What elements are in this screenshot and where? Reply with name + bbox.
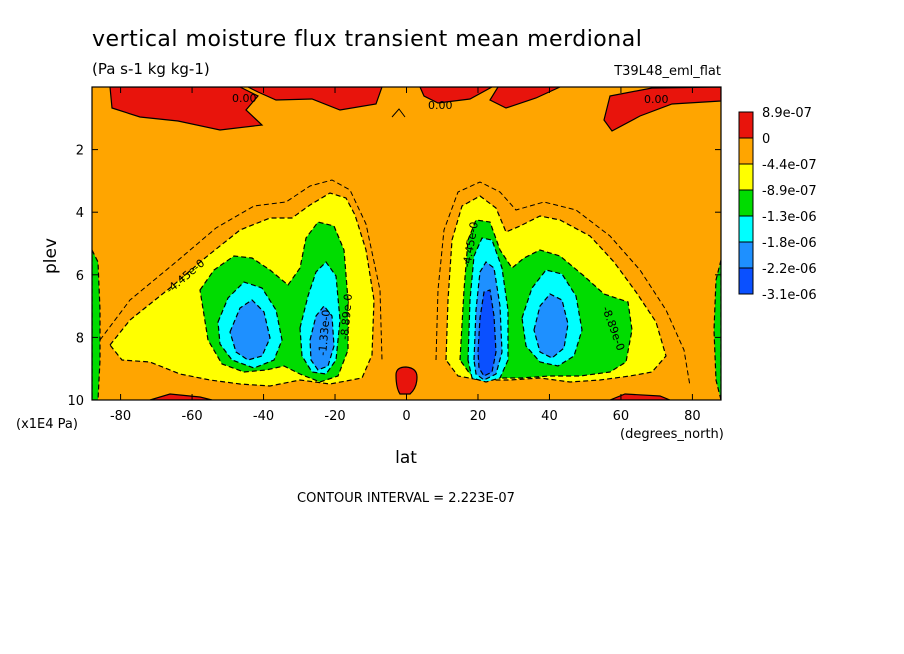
y-axis-ticks: 2 4 6 8 10	[67, 144, 721, 409]
y-tick-label: 8	[76, 331, 84, 346]
x-tick-label: 40	[541, 409, 558, 424]
positive-region-top-mid-left	[247, 87, 383, 111]
neg-region-north-blue-b	[533, 293, 569, 359]
x-axis-ticks: -80 -60 -40 -20 0 20 40 60 80	[110, 87, 701, 424]
plot-area	[92, 87, 721, 400]
neg-region-left-edge	[92, 249, 101, 400]
colorbar-label: -3.1e-06	[762, 288, 817, 303]
positive-region-top-right-a	[489, 87, 561, 109]
x-tick-label: -60	[181, 409, 202, 424]
x-axis-units: (degrees_north)	[620, 427, 724, 442]
y-tick-label: 2	[76, 144, 84, 159]
neg-region-north-deepblue	[477, 289, 497, 377]
x-tick-label: 20	[470, 409, 487, 424]
positive-region-bottom-right	[609, 393, 671, 400]
colorbar-swatch	[738, 111, 754, 139]
x-tick-label: 60	[613, 409, 630, 424]
x-tick-label: -40	[253, 409, 274, 424]
colorbar-label: -8.9e-07	[762, 184, 817, 199]
contour-label: 0.00	[428, 99, 453, 112]
contour-interval-footer: CONTOUR INTERVAL = 2.223E-07	[297, 491, 515, 506]
colorbar-label: 8.9e-07	[762, 106, 812, 121]
contour-line-top-zero	[391, 108, 406, 118]
colorbar-label: 0	[762, 132, 770, 147]
x-axis-title: lat	[395, 448, 417, 468]
positive-region-top-mid	[419, 87, 493, 104]
positive-region-bottom-left	[149, 393, 213, 400]
positive-region-equator	[395, 366, 418, 395]
contour-label: 0.00	[644, 93, 669, 106]
contour-label: -8.89e-0	[338, 293, 355, 340]
contour-line-south-outer	[99, 179, 383, 361]
y-tick-label: 10	[67, 394, 84, 409]
x-tick-label: -80	[110, 409, 131, 424]
colorbar-label: -4.4e-07	[762, 158, 817, 173]
colorbar-label: -2.2e-06	[762, 262, 817, 277]
y-axis-title: plev	[41, 238, 61, 274]
run-label: T39L48_eml_flat	[613, 64, 721, 79]
chart-title: vertical moisture flux transient mean me…	[92, 27, 642, 52]
x-tick-label: 80	[684, 409, 701, 424]
y-tick-label: 4	[76, 206, 84, 221]
x-tick-label: 0	[402, 409, 410, 424]
colorbar-label: -1.3e-06	[762, 210, 817, 225]
colorbar-swatch	[738, 189, 754, 217]
colorbar-label: -1.8e-06	[762, 236, 817, 251]
neg-region-south-blue-a	[229, 299, 271, 361]
contour-label: -1.33e-0	[316, 309, 333, 356]
y-tick-label: 6	[76, 269, 84, 284]
colorbar-swatch	[738, 241, 754, 269]
colorbar: 8.9e-07 0 -4.4e-07 -8.9e-07 -1.3e-06 -1.8e-06…	[738, 106, 817, 303]
positive-region-top-left	[109, 87, 264, 131]
units-label: (Pa s-1 kg kg-1)	[92, 60, 210, 78]
contour-line-north-outer	[435, 181, 691, 387]
colorbar-swatch	[738, 163, 754, 191]
colorbar-swatch	[738, 267, 754, 295]
positive-region-top-right-b	[603, 87, 721, 132]
contour-label: 0.00	[232, 92, 257, 105]
colorbar-swatch	[738, 137, 754, 165]
x-tick-label: -20	[324, 409, 345, 424]
y-axis-units: (x1E4 Pa)	[16, 417, 78, 432]
neg-region-right-edge	[713, 259, 721, 400]
colorbar-swatch	[738, 215, 754, 243]
neg-region-south-blue-b	[309, 305, 335, 371]
